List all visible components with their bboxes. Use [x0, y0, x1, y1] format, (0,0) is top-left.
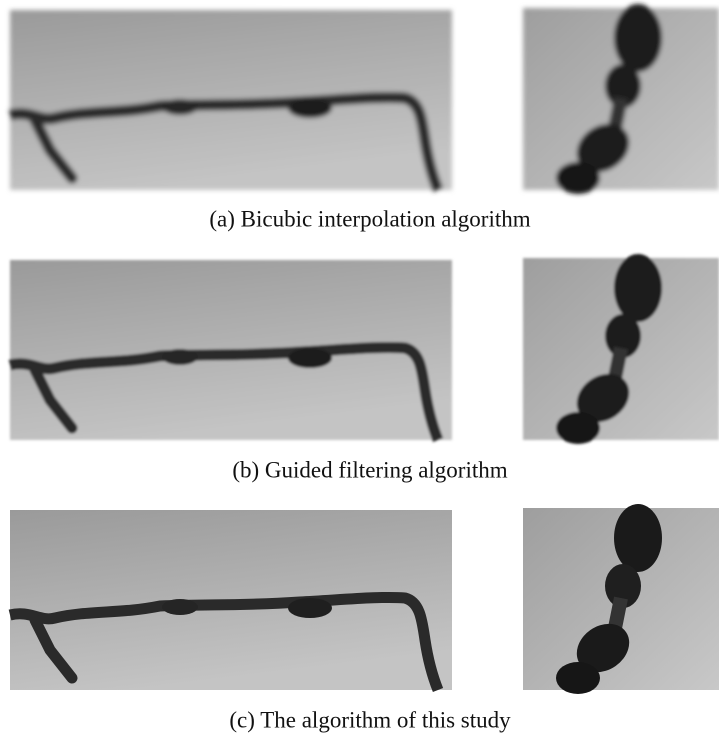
image-proposed-right — [523, 504, 719, 694]
row-c: (c) The algorithm of this study — [10, 504, 719, 732]
image-proposed-left — [10, 510, 452, 690]
image-guided-left — [10, 260, 452, 440]
caption: (c) The algorithm of this study — [229, 707, 511, 732]
row-b: (b) Guided filtering algorithm — [10, 254, 719, 482]
image-bicubic-right — [523, 4, 719, 194]
row-a: (a) Bicubic interpolation algorithm — [10, 4, 719, 231]
figure: (a) Bicubic interpolation algorithm (b) … — [0, 0, 719, 739]
caption: (a) Bicubic interpolation algorithm — [209, 206, 530, 231]
image-bicubic-left — [10, 10, 452, 190]
image-guided-right — [523, 254, 719, 444]
page: {"figures": [ {"caption": "(a) Bicubic i… — [0, 0, 719, 739]
caption: (b) Guided filtering algorithm — [232, 457, 507, 482]
